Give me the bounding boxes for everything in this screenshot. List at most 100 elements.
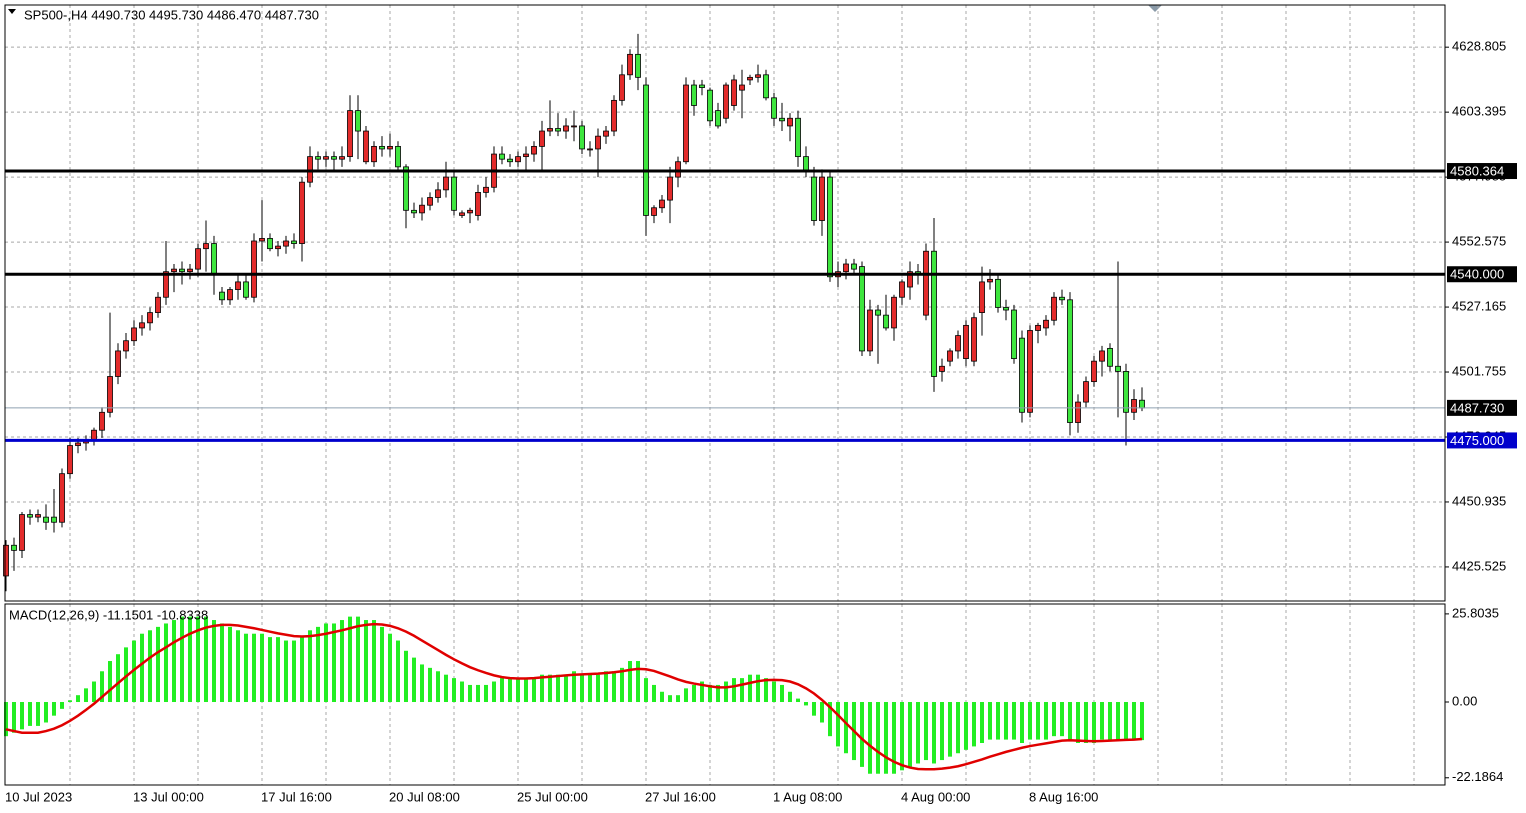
candle-body (819, 176, 825, 221)
candle-body (427, 197, 433, 206)
macd-bar (860, 702, 864, 767)
candle-body (99, 411, 105, 431)
macd-bar (564, 674, 568, 703)
candle-body (211, 243, 217, 275)
macd-bar (36, 702, 40, 726)
macd-bar (916, 702, 920, 764)
candle-body (315, 156, 321, 160)
candle-body (115, 350, 121, 377)
macd-bar (164, 623, 168, 703)
candle-body (435, 189, 441, 198)
macd-bar (396, 640, 400, 703)
macd-bar (436, 671, 440, 703)
macd-bar (924, 702, 928, 761)
macd-bar (948, 702, 952, 757)
macd-bar (404, 650, 408, 703)
macd-bar (348, 616, 352, 703)
x-tick-label: 8 Aug 16:00 (1029, 789, 1098, 804)
candle-body (91, 429, 97, 441)
candle-body (699, 84, 705, 88)
candle-body (563, 125, 569, 132)
price-tag-label: 4540.000 (1450, 267, 1504, 282)
candle-body (971, 317, 977, 362)
candle-body (763, 74, 769, 99)
candle-body (555, 128, 561, 132)
macd-bar (76, 695, 80, 703)
macd-bar (468, 684, 472, 703)
candle-body (691, 84, 697, 106)
x-tick-label: 1 Aug 08:00 (773, 789, 842, 804)
y-tick-label: 4501.755 (1452, 363, 1506, 378)
candle-body (683, 84, 689, 163)
panel-frame (4, 603, 1446, 786)
macd-bar (796, 698, 800, 703)
macd-bar (340, 620, 344, 703)
macd-bar (124, 647, 128, 703)
macd-bar (452, 678, 456, 703)
macd-bar (100, 671, 104, 703)
macd-bar (580, 674, 584, 703)
macd-bar (300, 637, 304, 703)
candle-body (947, 350, 953, 362)
candle-body (1027, 330, 1033, 413)
candle-body (403, 166, 409, 211)
macd-bar (220, 623, 224, 703)
macd-bar (524, 678, 528, 703)
macd-bar (644, 678, 648, 703)
candle-body (635, 53, 641, 78)
menu-arrow (8, 9, 16, 14)
macd-bar (532, 678, 536, 703)
candle-body (619, 74, 625, 101)
macd-bar (428, 667, 432, 703)
candle-body (419, 204, 425, 214)
y-tick-label: 25.8035 (1452, 605, 1499, 620)
candle-body (1067, 299, 1073, 423)
candle-body (547, 128, 553, 132)
macd-bar (316, 626, 320, 703)
candle-body (979, 281, 985, 313)
candle-body (411, 209, 417, 214)
x-tick-label: 13 Jul 00:00 (133, 789, 204, 804)
macd-bar (964, 702, 968, 750)
candle-body (1131, 399, 1137, 413)
y-tick-label: 0.00 (1452, 693, 1477, 708)
candle-body (131, 327, 137, 342)
macd-bar (444, 674, 448, 703)
candle-body (1091, 360, 1097, 383)
x-tick-label: 17 Jul 16:00 (261, 789, 332, 804)
macd-bar (1124, 702, 1128, 740)
x-tick-label: 4 Aug 00:00 (901, 789, 970, 804)
candle-body (579, 125, 585, 150)
candle-body (867, 309, 873, 352)
candle-body (891, 296, 897, 329)
candle-body (291, 240, 297, 244)
macd-bar (196, 616, 200, 703)
candle-body (939, 365, 945, 372)
y-tick-label: 4450.935 (1452, 493, 1506, 508)
candle-body (107, 376, 113, 413)
macd-bar (1052, 702, 1056, 737)
panel-frame (4, 4, 1446, 602)
macd-bar (756, 674, 760, 703)
macd-bar (652, 684, 656, 703)
macd-bar (1100, 702, 1104, 740)
candle-body (59, 473, 65, 523)
candle-body (3, 544, 9, 577)
candle-body (27, 514, 33, 518)
y-tick-label: 4603.395 (1452, 104, 1506, 119)
price-tag-label: 4580.364 (1450, 163, 1504, 178)
candle-body (179, 268, 185, 273)
macd-bar (1116, 702, 1120, 740)
candle-body (707, 89, 713, 122)
macd-bar (276, 637, 280, 703)
macd-bar (780, 684, 784, 703)
macd-bar (892, 702, 896, 774)
candles (3, 33, 1145, 592)
macd-bar (236, 630, 240, 703)
macd-bar (588, 674, 592, 703)
macd-bar (556, 674, 560, 703)
candle-body (371, 145, 377, 163)
candle-body (779, 117, 785, 122)
candle-body (843, 263, 849, 273)
candle-body (1115, 365, 1121, 372)
